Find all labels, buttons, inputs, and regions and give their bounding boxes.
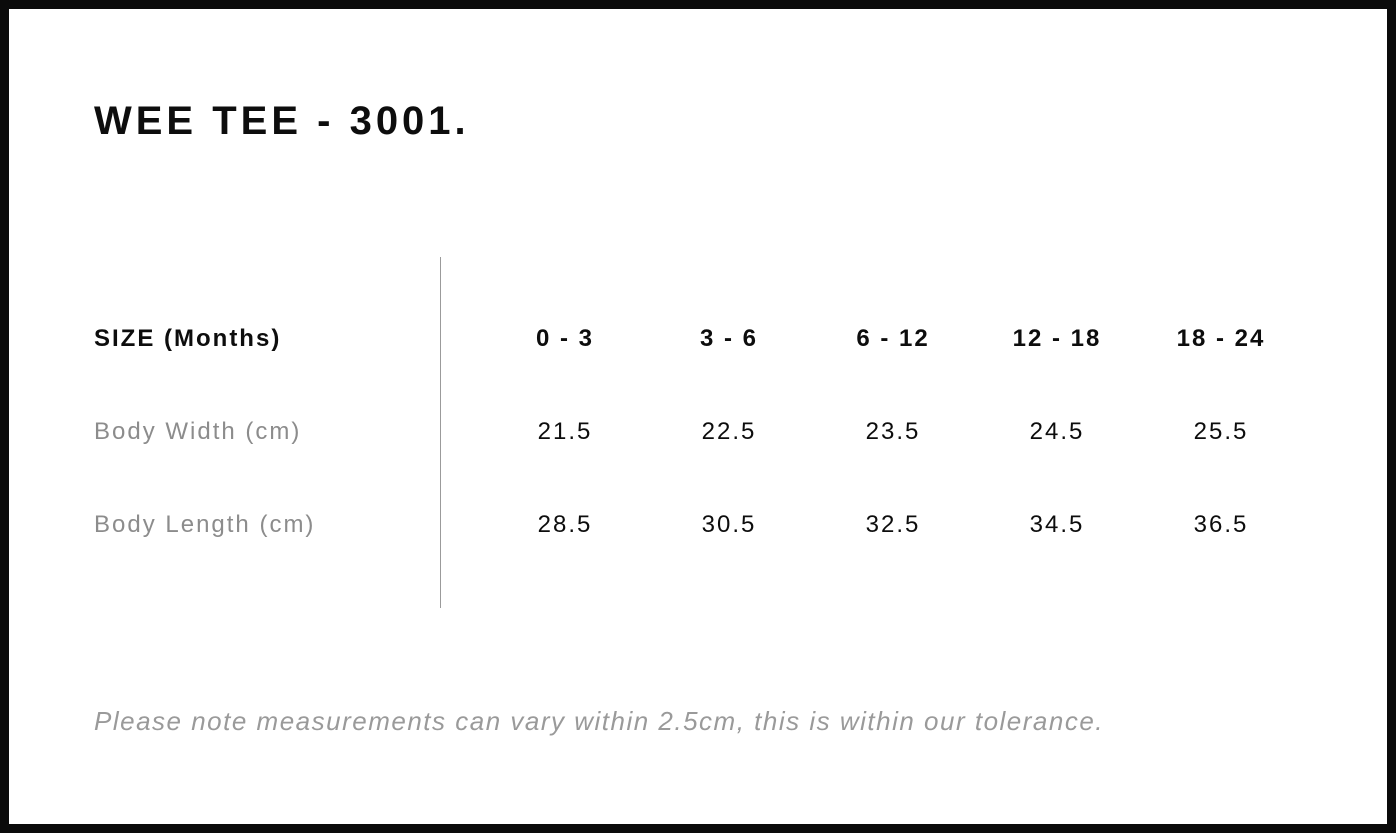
column-header-0-3: 0 - 3 [535,325,595,353]
body-width-6-12: 23.5 [865,418,921,446]
vertical-divider [440,257,441,608]
body-length-6-12: 32.5 [865,511,921,539]
row-label-body-length: Body Length (cm) [94,511,316,539]
body-width-3-6: 22.5 [701,418,757,446]
body-length-3-6: 30.5 [701,511,757,539]
body-length-18-24: 36.5 [1193,511,1249,539]
column-header-12-18: 12 - 18 [1012,325,1102,353]
body-width-18-24: 25.5 [1193,418,1249,446]
row-label-body-width: Body Width (cm) [94,418,302,446]
page-title: WEE TEE - 3001. [94,99,470,143]
body-length-12-18: 34.5 [1029,511,1085,539]
column-header-6-12: 6 - 12 [856,325,930,353]
body-width-12-18: 24.5 [1029,418,1085,446]
tolerance-note: Please note measurements can vary within… [94,706,1105,736]
body-width-0-3: 21.5 [537,418,593,446]
column-header-3-6: 3 - 6 [699,325,759,353]
body-length-0-3: 28.5 [537,511,593,539]
size-table: SIZE (Months) 0 - 3 3 - 6 6 - 12 12 - 18… [94,257,1303,608]
column-header-size: SIZE (Months) [94,325,282,353]
size-table-grid: SIZE (Months) 0 - 3 3 - 6 6 - 12 12 - 18… [94,293,1303,572]
column-header-18-24: 18 - 24 [1176,325,1266,353]
